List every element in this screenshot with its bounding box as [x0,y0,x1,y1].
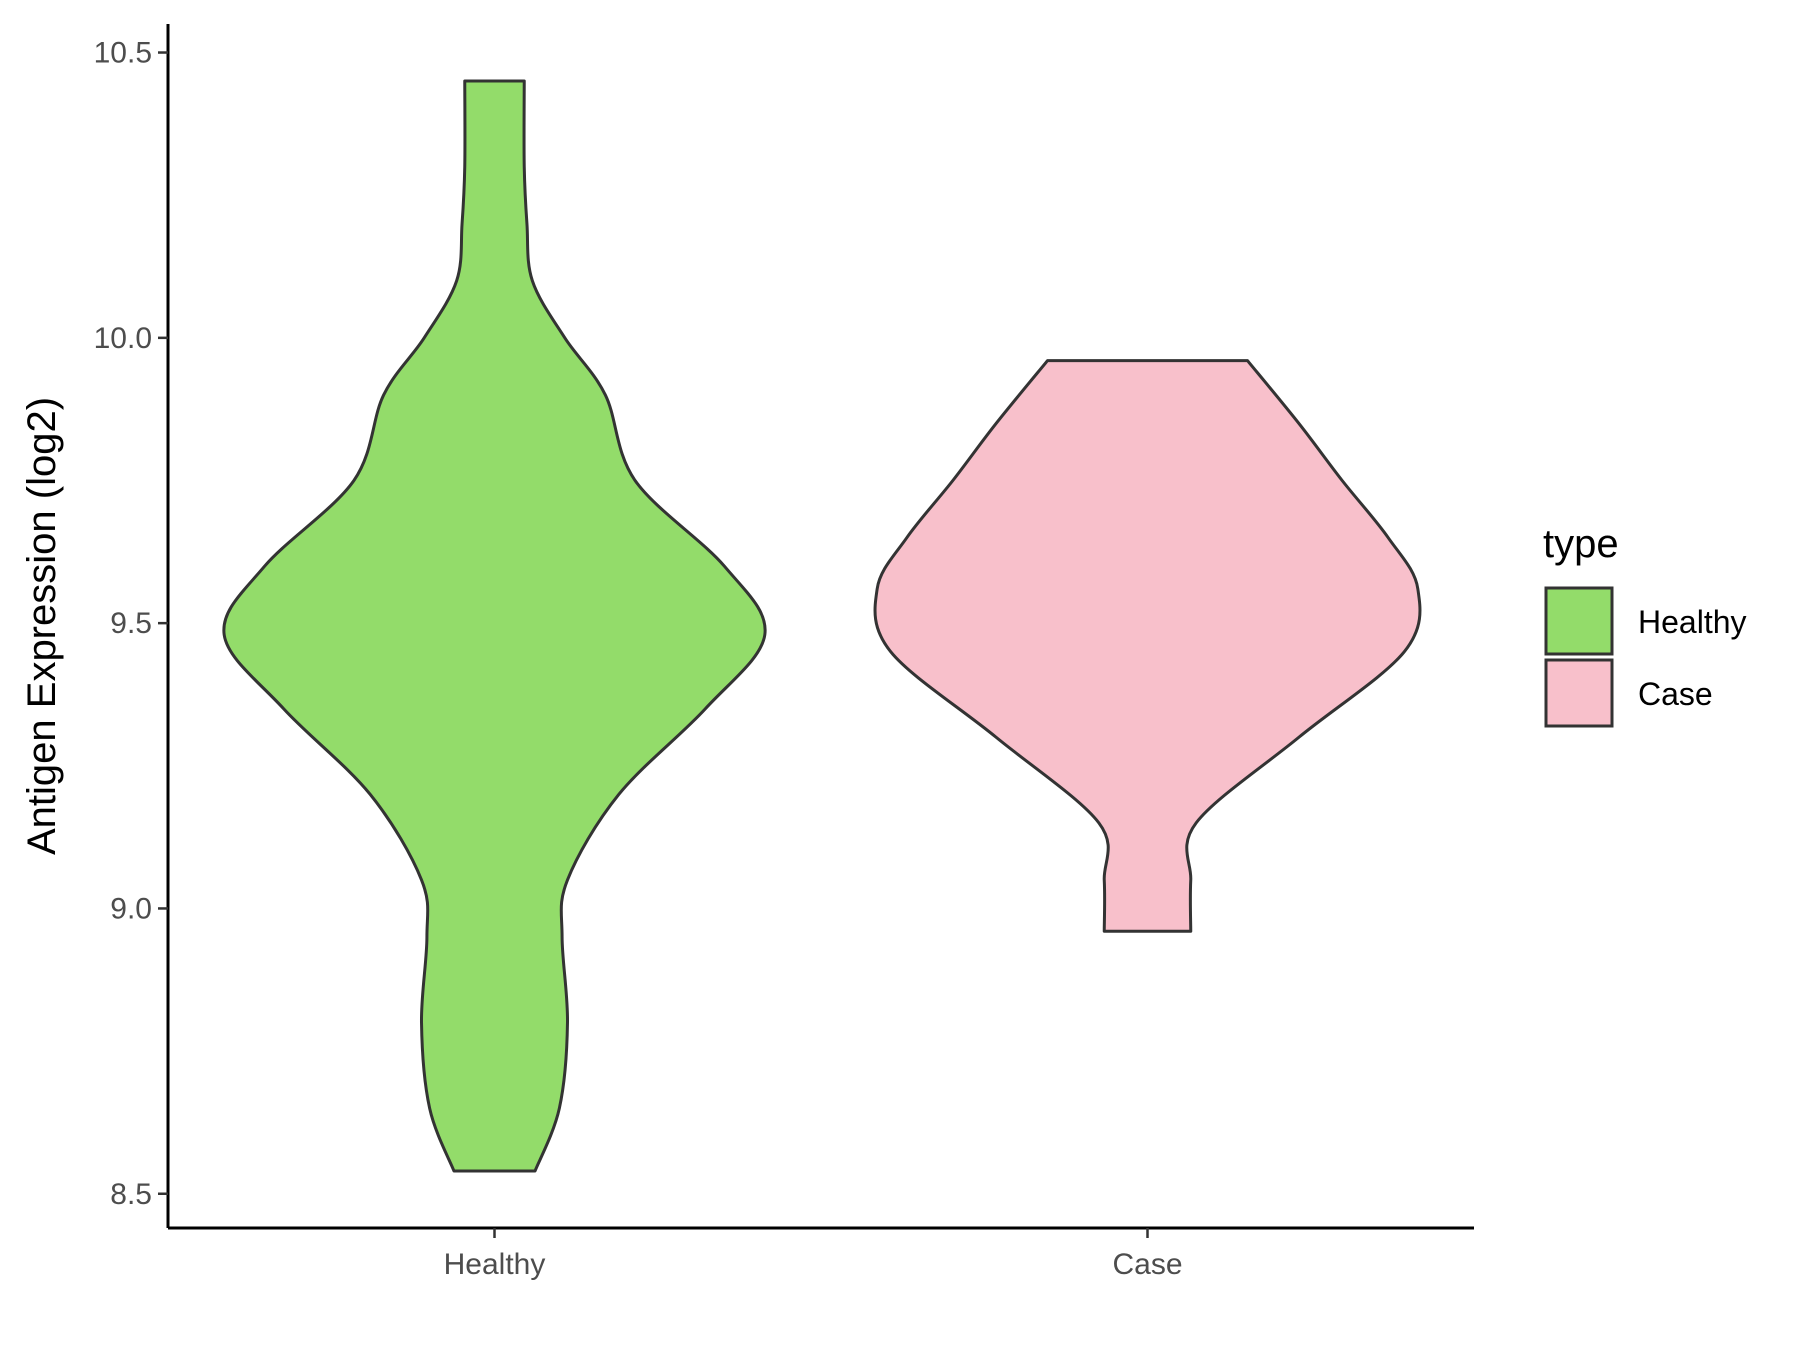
x-tick-label: Healthy [444,1248,546,1281]
violin-case [873,359,1422,933]
y-axis-title: Antigen Expression (log2) [20,397,64,855]
legend-label-case: Case [1638,676,1713,712]
legend: type Healthy Case [1543,522,1747,728]
legend-key-case [1544,658,1614,728]
legend-key-healthy [1544,586,1614,656]
legend-label-healthy: Healthy [1638,604,1747,640]
y-tick-label: 8.5 [110,1178,152,1211]
y-tick-label: 10.5 [94,37,152,70]
y-axis-ticks: 8.5 9.0 9.5 10.0 10.5 [94,37,168,1211]
y-tick-label: 10.0 [94,322,152,355]
violin-healthy [222,79,767,1173]
y-tick-label: 9.0 [110,892,152,925]
y-tick-label: 9.5 [110,607,152,640]
violins-layer [222,79,1422,1173]
x-tick-label: Case [1112,1248,1182,1281]
x-axis-ticks: Healthy Case [444,1228,1183,1281]
legend-title: type [1543,522,1619,566]
